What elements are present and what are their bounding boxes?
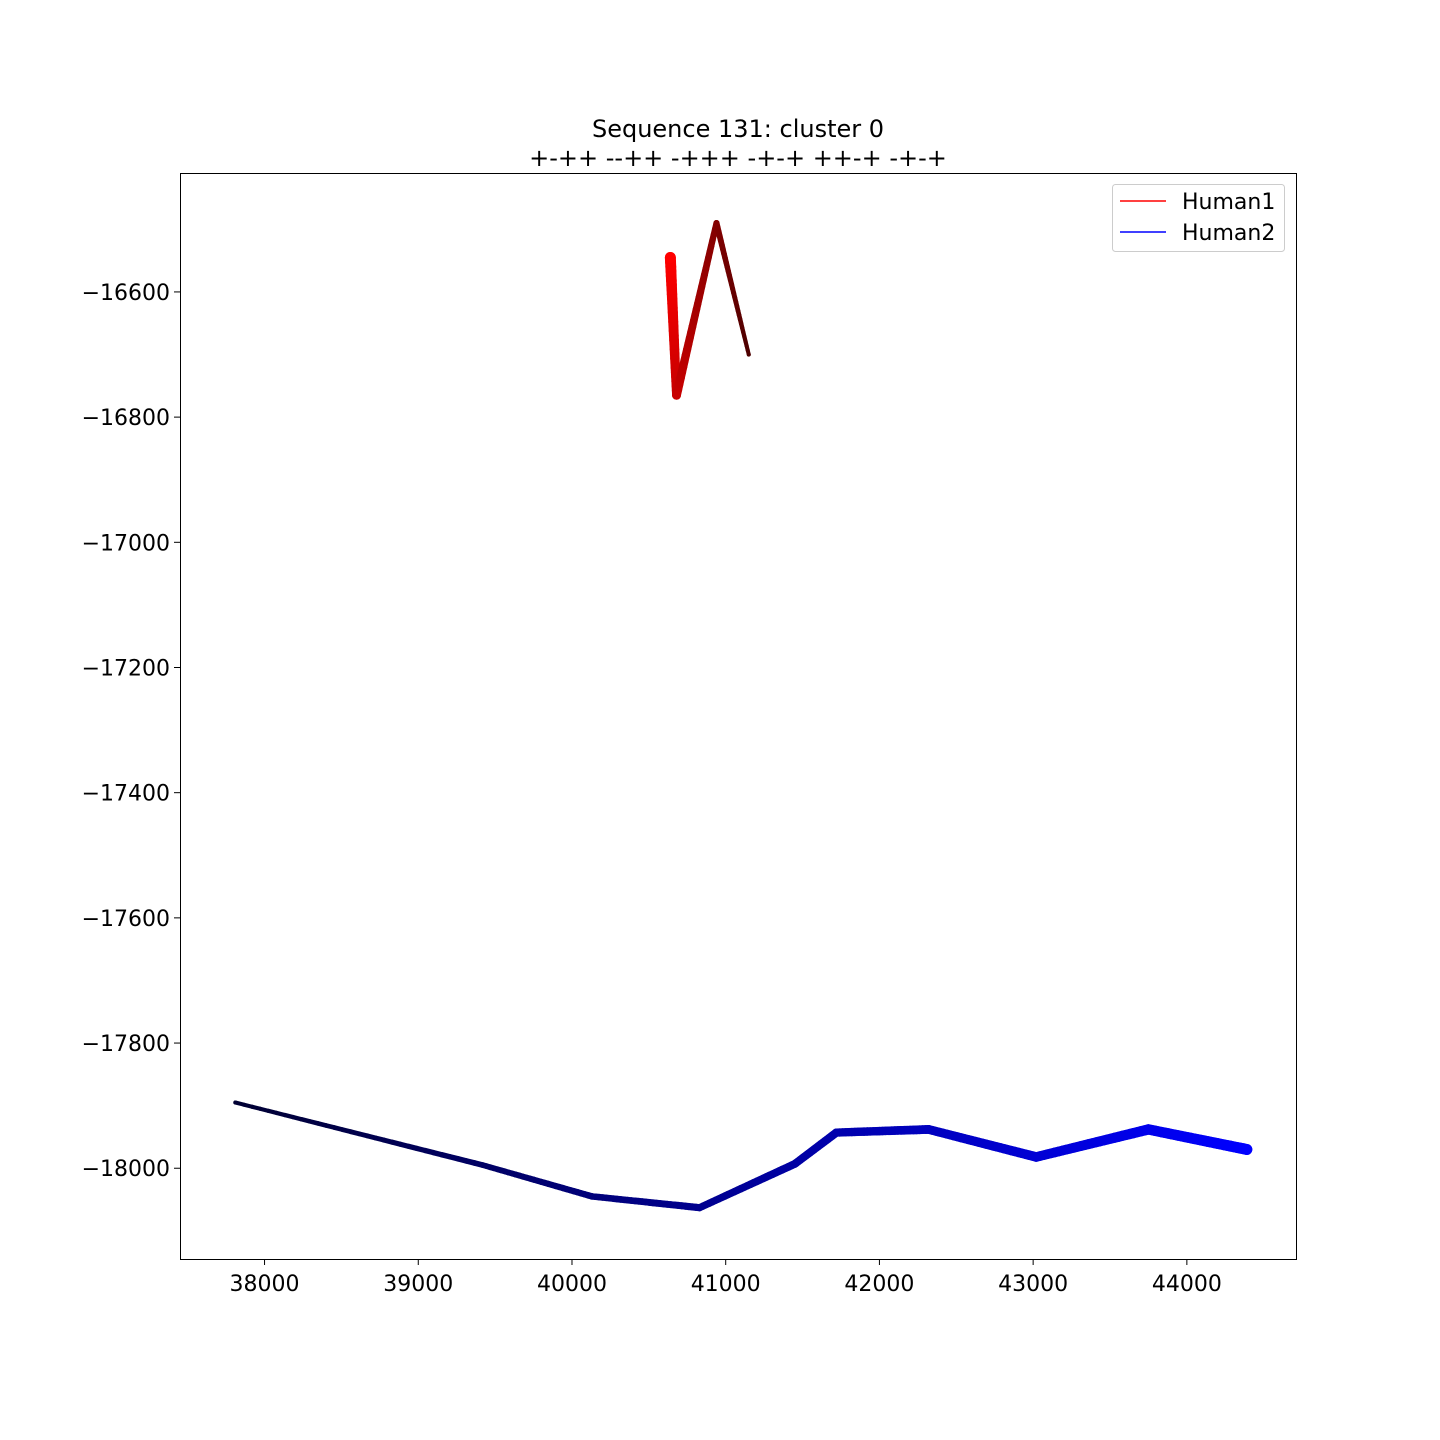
chart-subtitle: +-++ --++ -+++ -+-+ ++-+ -+-+: [529, 144, 947, 172]
legend-label-human2: Human2: [1182, 221, 1275, 246]
data-point: [1031, 1152, 1041, 1162]
data-point: [664, 252, 676, 264]
y-tick-label: −16800: [82, 406, 170, 431]
series-human1: [664, 219, 751, 400]
legend-label-human1: Human1: [1182, 190, 1275, 215]
x-tick-label: 42000: [844, 1272, 914, 1297]
data-point: [695, 1204, 704, 1212]
data-point: [832, 1128, 841, 1137]
legend: Human1 Human2: [1112, 184, 1285, 252]
x-tick-label: 39000: [383, 1272, 453, 1297]
x-tick-label: 38000: [230, 1272, 300, 1297]
y-tick-label: −17000: [82, 531, 170, 556]
y-tick-label: −17200: [82, 656, 170, 681]
y-tick-label: −17800: [82, 1032, 170, 1057]
data-point: [233, 1100, 238, 1105]
data-point: [746, 352, 751, 357]
y-tick-label: −17600: [82, 907, 170, 932]
x-tick-label: 41000: [691, 1272, 761, 1297]
y-tick-label: −18000: [82, 1157, 170, 1182]
y-tick-label: −17400: [82, 782, 170, 807]
data-point: [588, 1193, 596, 1200]
data-point: [924, 1125, 934, 1134]
data-point: [1241, 1143, 1253, 1155]
plot-frame: [180, 173, 1297, 1260]
data-point: [1143, 1124, 1154, 1135]
x-tick-label: 43000: [998, 1272, 1068, 1297]
x-tick-label: 44000: [1152, 1272, 1222, 1297]
y-axis: −16600 −16800 −17000 −17200 −17400 −17600 −178…: [82, 281, 180, 1182]
data-point: [713, 220, 720, 227]
data-point: [790, 1159, 799, 1168]
plot-area: [233, 219, 1253, 1212]
series-human2: [233, 1100, 1253, 1212]
y-tick-label: −16600: [82, 281, 170, 306]
chart-title: Sequence 131: cluster 0: [592, 115, 884, 143]
x-tick-label: 40000: [537, 1272, 607, 1297]
data-point: [672, 390, 681, 400]
data-point: [479, 1162, 486, 1168]
x-axis: 38000 39000 40000 41000 42000 43000 44000: [230, 1259, 1222, 1297]
